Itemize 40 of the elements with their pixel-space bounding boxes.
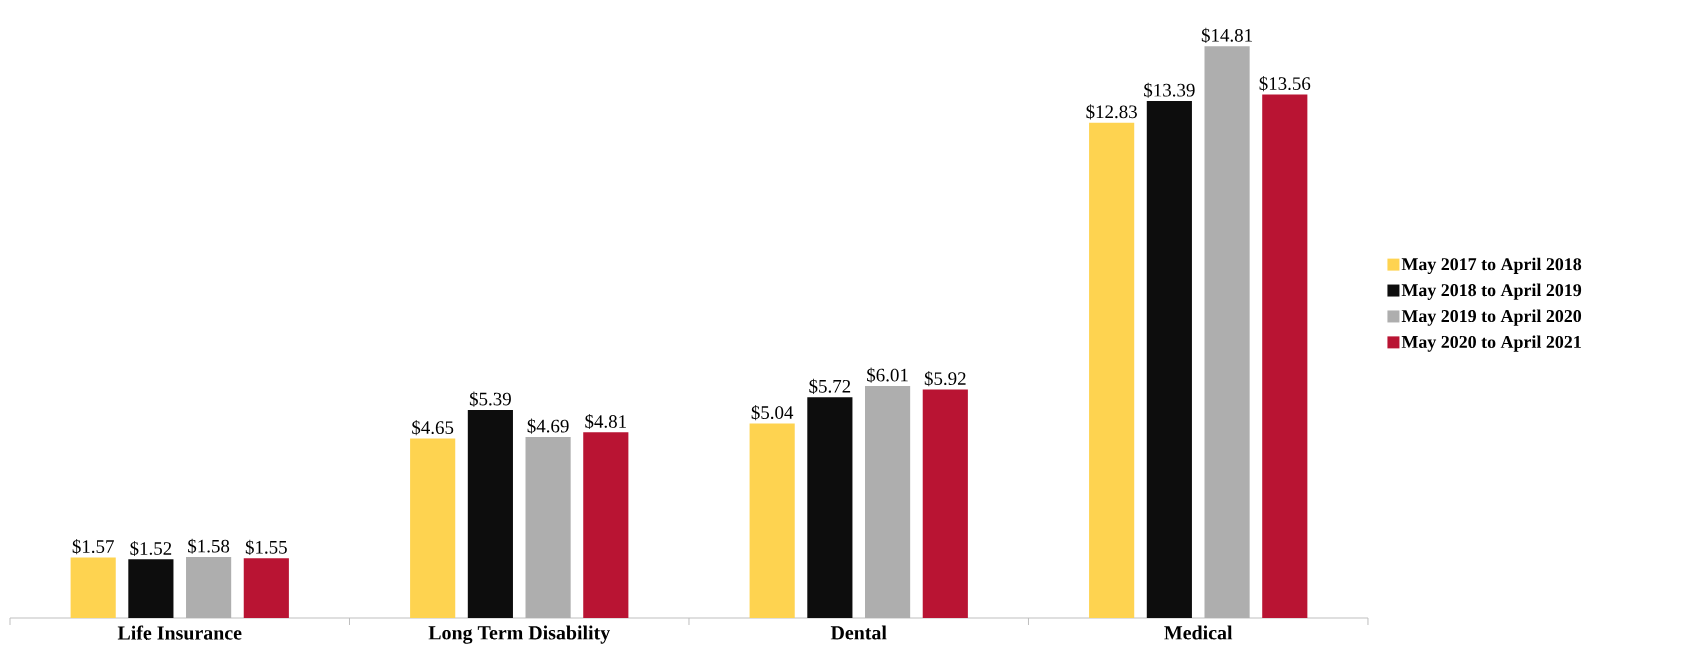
data-label: $1.52 (130, 540, 172, 557)
legend-label: May 2017 to April 2018 (1401, 257, 1582, 274)
bar (807, 397, 853, 618)
x-tick-label: Life Insurance (117, 625, 242, 640)
bar (128, 559, 174, 618)
bar (865, 385, 911, 618)
bar (922, 389, 968, 618)
data-label: $5.92 (924, 371, 966, 387)
bar (467, 409, 513, 618)
bar (583, 432, 629, 618)
x-tick-label: Dental (830, 625, 887, 640)
data-label: $5.39 (469, 391, 511, 407)
bar (1262, 94, 1308, 618)
x-tick-label: Long Term Disability (428, 625, 611, 644)
bar (1089, 122, 1135, 618)
data-label: $5.72 (809, 378, 851, 394)
bar (186, 557, 232, 618)
bar (749, 423, 795, 618)
bar (1146, 101, 1192, 618)
data-label: $5.04 (751, 405, 794, 421)
data-label: $14.81 (1201, 27, 1252, 43)
data-label: $13.39 (1144, 82, 1195, 98)
data-label: $1.57 (72, 539, 114, 555)
data-label: $4.81 (585, 413, 626, 430)
data-label: $4.69 (527, 418, 569, 434)
bar (243, 558, 289, 618)
legend-label: May 2018 to April 2019 (1401, 283, 1582, 300)
bar (70, 557, 116, 618)
legend-label: May 2019 to April 2020 (1401, 309, 1582, 326)
data-label: $6.01 (867, 367, 908, 383)
data-label: $1.58 (188, 538, 230, 554)
bar (1204, 46, 1250, 618)
data-label: $13.56 (1259, 76, 1311, 92)
data-label: $4.65 (412, 420, 454, 436)
data-label: $1.55 (245, 539, 287, 555)
data-label: $12.83 (1086, 104, 1137, 120)
bar (525, 436, 571, 618)
legend-label: May 2020 to April 2021 (1401, 335, 1581, 352)
x-tick-label: Medical (1164, 625, 1233, 640)
bar (410, 438, 456, 618)
